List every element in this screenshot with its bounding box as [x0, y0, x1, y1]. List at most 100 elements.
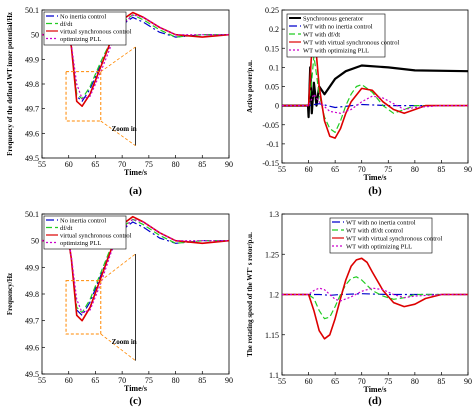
legend-label: WT with df/dt control	[346, 228, 403, 235]
legend-label: WT with df/dt	[303, 32, 340, 39]
x-tick-label: 55	[38, 160, 46, 169]
zoom-label: Zoom in	[112, 125, 137, 133]
legend-label: optimizing PLL	[60, 36, 101, 43]
zoom-connector	[100, 253, 136, 281]
series-group	[282, 32, 468, 139]
legend-label: optimizing PLL	[60, 240, 101, 247]
x-tick-label: 65	[91, 376, 99, 385]
series-line-5	[282, 93, 468, 114]
y-tick-label: 0.1	[269, 63, 279, 72]
panel-caption: (a)	[129, 185, 142, 197]
y-tick-label: 49.6	[25, 129, 39, 138]
x-tick-label: 55	[38, 376, 46, 385]
legend-label: No inertia control	[60, 14, 106, 21]
legend-label: WT with no inertia control	[303, 24, 373, 31]
x-tick-label: 55	[278, 377, 286, 386]
x-axis-label: Time/s	[364, 385, 387, 394]
y-tick-label: 1.2	[269, 291, 279, 300]
x-tick-label: 70	[118, 160, 126, 169]
x-tick-label: 90	[464, 165, 472, 174]
zoom-connector	[100, 333, 136, 361]
y-tick-label: 49.5	[25, 154, 39, 163]
y-tick-label: 49.7	[25, 105, 39, 114]
x-tick-label: 65	[91, 160, 99, 169]
x-tick-label: 60	[305, 165, 313, 174]
zoom-label: Zoom in	[112, 338, 137, 346]
legend-label: df/dt	[60, 225, 72, 232]
panel-caption: (d)	[368, 395, 382, 407]
x-tick-label: 75	[384, 165, 392, 174]
panel-caption: (b)	[368, 185, 382, 197]
y-tick-label: 0	[275, 102, 279, 111]
y-tick-label: 1.15	[265, 331, 279, 340]
x-tick-label: 90	[464, 377, 472, 386]
y-tick-label: 49.7	[25, 317, 39, 326]
y-tick-label: 49.8	[25, 80, 39, 89]
y-axis-label: Active power/p.u.	[246, 60, 254, 113]
legend-label: WT with no inertia control	[346, 220, 416, 227]
legend-label: No inertia control	[60, 218, 106, 225]
x-tick-label: 80	[172, 376, 180, 385]
x-tick-label: 80	[172, 160, 180, 169]
x-tick-label: 85	[198, 160, 206, 169]
y-tick-label: 0.25	[265, 6, 279, 15]
x-tick-label: 75	[145, 160, 153, 169]
legend-box	[329, 217, 433, 254]
legend-label: WT with virtual synchronous control	[346, 236, 442, 243]
x-tick-label: 60	[65, 376, 73, 385]
y-tick-label: 0.05	[265, 83, 279, 92]
zoom-connector	[100, 46, 136, 72]
x-tick-label: 85	[198, 376, 206, 385]
x-axis-label: Time/s	[124, 384, 147, 393]
series-line-3	[282, 257, 468, 340]
panel-d: 55 60 65 70 75 80 85 90 1.1 1.15 1.2 1.25 1.3 Time/s T…	[246, 210, 472, 407]
x-tick-label: 85	[437, 377, 445, 386]
y-tick-label: 49.8	[25, 290, 39, 299]
x-tick-label: 80	[411, 377, 419, 386]
y-tick-label: 49.5	[25, 370, 39, 379]
legend-label: WT with optimizing PLL	[303, 48, 369, 55]
x-tick-label: 70	[118, 376, 126, 385]
y-tick-label: 1.25	[265, 250, 279, 259]
y-tick-label: -0.1	[266, 140, 279, 149]
x-tick-label: 70	[358, 377, 366, 386]
y-tick-label: 49.9	[25, 55, 39, 64]
legend-label: virtual synchronous control	[60, 29, 132, 36]
y-tick-label: 50	[31, 237, 39, 246]
panel-c: 55 60 65 70 75 80 85 90 49.5 49.6 49.7 49.8 49.9 50 50…	[6, 210, 233, 407]
x-tick-label: 75	[384, 377, 392, 386]
y-tick-label: 1.1	[269, 371, 279, 380]
panel-caption: (c)	[129, 395, 142, 407]
x-tick-label: 55	[278, 165, 286, 174]
zoom-box	[65, 280, 102, 335]
y-tick-label: -0.15	[262, 159, 279, 168]
legend-box	[43, 11, 127, 46]
y-tick-label: 50.1	[25, 210, 39, 219]
legend-label: Synchronous generator	[303, 16, 364, 23]
x-tick-label: 60	[305, 377, 313, 386]
legend-box	[43, 215, 127, 250]
x-tick-label: 60	[65, 160, 73, 169]
legend-label: virtual synchronous control	[60, 233, 132, 240]
series-group	[282, 257, 468, 340]
series-line-1	[282, 293, 468, 296]
y-tick-label: 50.1	[25, 6, 39, 15]
x-axis-label: Time/s	[364, 173, 387, 182]
y-tick-label: 50	[31, 31, 39, 40]
x-tick-label: 80	[411, 165, 419, 174]
panel-a: 55 60 65 70 75 80 85 90 49.5 49.6 49.7 49.8 49.9 50 50…	[6, 6, 233, 197]
legend-box	[286, 13, 386, 58]
legend-label: WT with optimizing PLL	[346, 244, 412, 251]
x-axis-label: Time/s	[124, 168, 147, 177]
x-tick-label: 70	[358, 165, 366, 174]
x-tick-label: 65	[331, 165, 339, 174]
x-tick-label: 90	[225, 376, 233, 385]
series-line-4	[282, 287, 468, 302]
y-axis-label: The rotating speed of the WT' s rotor/p.…	[246, 232, 254, 357]
y-tick-label: -0.05	[262, 121, 279, 130]
x-tick-label: 85	[437, 165, 445, 174]
